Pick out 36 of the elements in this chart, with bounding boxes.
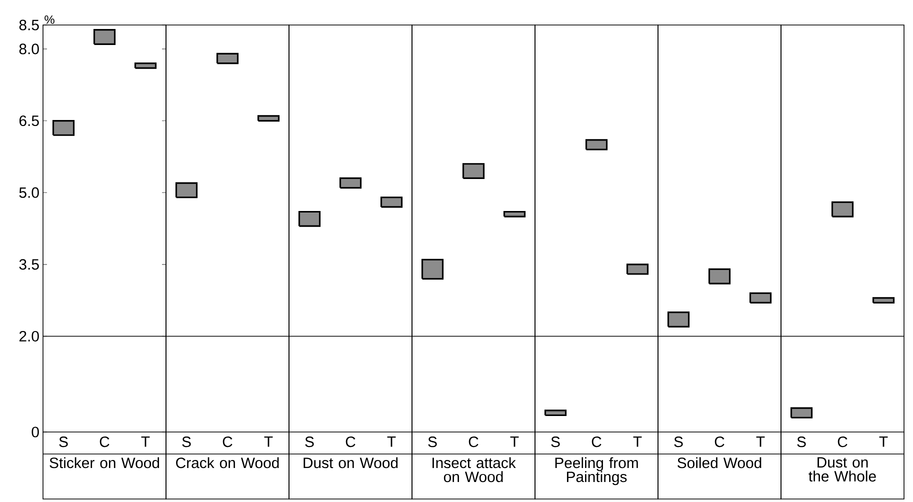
x-tick-label: C xyxy=(222,436,232,448)
x-tick-label: C xyxy=(838,436,848,448)
x-axis-title: Soiled Wood xyxy=(678,457,762,468)
x-axis-title: Peeling from Paintings xyxy=(555,457,638,486)
x-tick-label: T xyxy=(633,436,642,447)
x-tick-label: C xyxy=(346,436,356,448)
x-axis-title: Insect attack on Wood xyxy=(432,457,516,482)
x-axis-title: Crack on Wood xyxy=(176,457,279,468)
y-axis-title: % xyxy=(44,15,54,24)
x-tick-label: C xyxy=(592,436,602,448)
x-axis-title: Sticker on Wood xyxy=(50,457,160,468)
y-tick-label: 0 xyxy=(32,426,39,438)
x-tick-label: S xyxy=(551,436,560,448)
y-tick-label: 8.0 xyxy=(19,44,39,54)
y-tick-label: 8.5 xyxy=(19,20,39,30)
x-axis-title: Dust on the Whole xyxy=(808,457,876,482)
x-tick-label: S xyxy=(797,436,806,448)
y-tick-label: 6.5 xyxy=(19,115,39,126)
x-tick-label: S xyxy=(59,436,68,448)
x-tick-label: S xyxy=(182,436,191,448)
x-tick-label: S xyxy=(305,436,314,448)
x-tick-label: T xyxy=(879,436,888,447)
x-tick-label: S xyxy=(428,436,437,448)
y-tick-label: 5.0 xyxy=(19,187,39,198)
x-tick-label: C xyxy=(714,436,724,448)
x-tick-label: C xyxy=(468,436,478,448)
x-tick-label: T xyxy=(387,436,396,447)
x-tick-label: T xyxy=(756,436,765,447)
x-tick-label: T xyxy=(510,436,519,447)
x-tick-label: T xyxy=(264,436,273,447)
x-tick-label: C xyxy=(100,436,110,448)
y-tick-label: 2.0 xyxy=(19,330,39,342)
x-tick-label: T xyxy=(141,436,150,447)
x-axis-title: Dust on Wood xyxy=(304,457,398,468)
x-tick-label: S xyxy=(674,436,683,448)
y-tick-label: 3.5 xyxy=(19,259,39,270)
